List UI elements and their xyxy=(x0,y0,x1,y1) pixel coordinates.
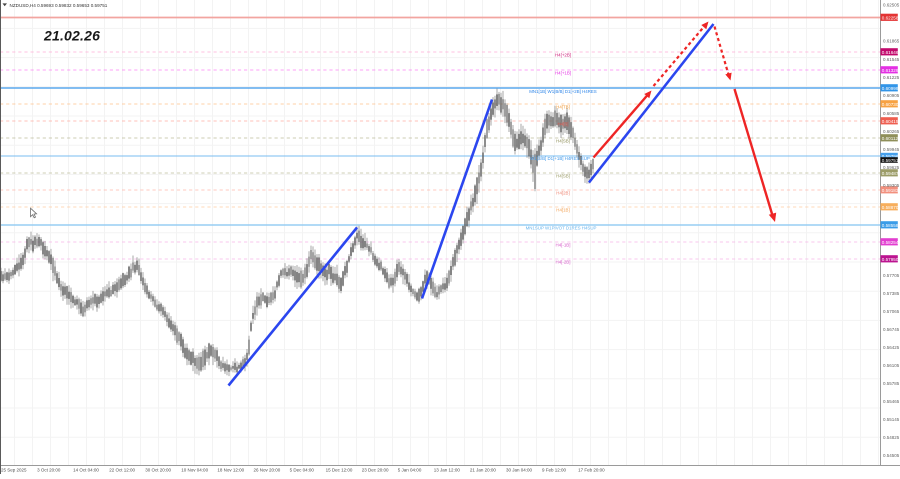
svg-text:MN1[1B] W1[B/B] D1[+2B] H4RES: MN1[1B] W1[B/B] D1[+2B] H4RES xyxy=(529,89,597,94)
svg-text:0.56105: 0.56105 xyxy=(883,363,900,368)
svg-text:0.58870: 0.58870 xyxy=(882,205,899,210)
svg-text:13 Jan 12:00: 13 Jan 12:00 xyxy=(434,468,461,473)
svg-text:0.56425: 0.56425 xyxy=(883,345,900,350)
svg-text:0.60730: 0.60730 xyxy=(882,102,899,107)
svg-text:H4[+1B]: H4[+1B] xyxy=(555,70,571,75)
svg-text:18 Nov 12:00: 18 Nov 12:00 xyxy=(217,468,244,473)
svg-text:0.57950: 0.57950 xyxy=(882,257,899,262)
svg-text:W1[S/B] D1[+1B] H4RES-SUP: W1[S/B] D1[+1B] H4RES-SUP xyxy=(530,156,590,161)
svg-text:0.62258: 0.62258 xyxy=(882,16,899,21)
svg-text:H4[B]: H4[B] xyxy=(558,121,569,126)
svg-text:0.60999: 0.60999 xyxy=(882,86,899,91)
svg-text:0.60112: 0.60112 xyxy=(882,136,899,141)
svg-text:0.57385: 0.57385 xyxy=(883,291,900,296)
svg-text:25 Sep 2025: 25 Sep 2025 xyxy=(1,468,27,473)
svg-text:0.59625: 0.59625 xyxy=(883,165,900,170)
svg-text:0.57065: 0.57065 xyxy=(883,309,900,314)
svg-text:0.58254: 0.58254 xyxy=(882,240,899,245)
svg-text:H4[SB]: H4[SB] xyxy=(556,173,570,178)
svg-text:0.54505: 0.54505 xyxy=(883,453,900,458)
svg-text:0.54825: 0.54825 xyxy=(883,435,900,440)
svg-text:H4[TB]: H4[TB] xyxy=(556,104,570,109)
svg-text:0.60585: 0.60585 xyxy=(883,111,900,116)
svg-text:0.62505: 0.62505 xyxy=(883,3,900,8)
svg-text:0.61545: 0.61545 xyxy=(883,57,900,62)
svg-text:0.60905: 0.60905 xyxy=(883,93,900,98)
svg-text:10 Nov 04:00: 10 Nov 04:00 xyxy=(181,468,208,473)
svg-text:H4[+2B]: H4[+2B] xyxy=(555,52,571,57)
svg-text:0.57705: 0.57705 xyxy=(883,273,900,278)
svg-text:21 Jan 20:00: 21 Jan 20:00 xyxy=(470,468,497,473)
svg-text:0.60415: 0.60415 xyxy=(882,119,899,124)
svg-text:0.59796: 0.59796 xyxy=(882,154,899,159)
svg-text:H4[-2B]: H4[-2B] xyxy=(556,259,571,264)
svg-text:0.61865: 0.61865 xyxy=(883,39,900,44)
svg-text:22 Oct 12:00: 22 Oct 12:00 xyxy=(109,468,135,473)
svg-text:0.60265: 0.60265 xyxy=(883,129,900,134)
svg-text:0.59305: 0.59305 xyxy=(883,183,900,188)
svg-text:0.56745: 0.56745 xyxy=(883,327,900,332)
svg-text:3 Oct 20:00: 3 Oct 20:00 xyxy=(37,468,61,473)
svg-text:H4[-1B]: H4[-1B] xyxy=(556,242,571,247)
svg-text:0.59751: 0.59751 xyxy=(882,158,899,163)
svg-text:0.61329: 0.61329 xyxy=(882,68,899,73)
svg-text:0.55145: 0.55145 xyxy=(883,417,900,422)
svg-text:0.55465: 0.55465 xyxy=(883,399,900,404)
svg-text:H4[SB]: H4[SB] xyxy=(556,138,570,143)
svg-text:14 Oct 04:00: 14 Oct 04:00 xyxy=(73,468,99,473)
svg-text:0.59945: 0.59945 xyxy=(883,147,900,152)
svg-text:17 Feb 20:00: 17 Feb 20:00 xyxy=(578,468,605,473)
svg-text:H4[2B]: H4[2B] xyxy=(556,190,569,195)
svg-text:23 Dec 20:00: 23 Dec 20:00 xyxy=(362,468,389,473)
svg-text:26 Nov 20:00: 26 Nov 20:00 xyxy=(254,468,281,473)
svg-text:MN1SUP W1PIVOT D1RES H4SUP: MN1SUP W1PIVOT D1RES H4SUP xyxy=(526,226,597,231)
svg-text:0.59487: 0.59487 xyxy=(882,171,899,176)
svg-text:NZDUSD,H4 0.59693 0.59832 0.5: NZDUSD,H4 0.59693 0.59832 0.59653 0.5975… xyxy=(10,3,108,8)
svg-text:0.55785: 0.55785 xyxy=(883,381,900,386)
svg-text:0.61225: 0.61225 xyxy=(883,75,900,80)
svg-text:0.58558: 0.58558 xyxy=(882,223,899,228)
svg-text:21.02.26: 21.02.26 xyxy=(43,28,100,44)
svg-text:0.59183: 0.59183 xyxy=(882,188,899,193)
svg-text:30 Oct 20:00: 30 Oct 20:00 xyxy=(145,468,171,473)
svg-text:30 Jan 04:00: 30 Jan 04:00 xyxy=(506,468,533,473)
svg-text:15 Dec 12:00: 15 Dec 12:00 xyxy=(326,468,353,473)
svg-text:9 Feb 12:00: 9 Feb 12:00 xyxy=(542,468,567,473)
svg-text:H4[1B]: H4[1B] xyxy=(556,207,569,212)
svg-text:5 Jan 04:00: 5 Jan 04:00 xyxy=(398,468,422,473)
svg-text:5 Dec 04:00: 5 Dec 04:00 xyxy=(290,468,315,473)
svg-text:0.61646: 0.61646 xyxy=(882,50,899,55)
